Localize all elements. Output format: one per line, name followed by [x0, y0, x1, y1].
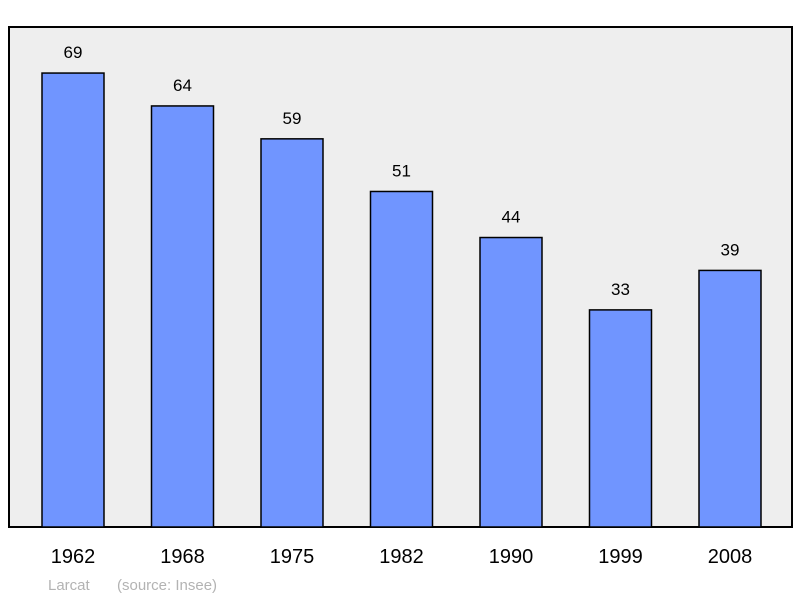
- x-tick-label-1962: 1962: [51, 546, 96, 568]
- bar-2008: [698, 269, 762, 528]
- bar-1975: [260, 138, 324, 528]
- bar-1990: [479, 236, 543, 528]
- value-labels-group: 69 64 59 51 44 33 39: [64, 43, 740, 299]
- x-tick-label-1982: 1982: [379, 546, 424, 568]
- value-label-1990: 44: [502, 208, 521, 227]
- value-label-2008: 39: [721, 240, 740, 259]
- x-tick-label-1999: 1999: [598, 546, 643, 568]
- x-tick-labels-group: 1962 1968 1975 1982 1990 1999 2008: [51, 546, 753, 568]
- x-tick-label-2008: 2008: [708, 546, 753, 568]
- bars-group: [41, 72, 762, 528]
- bar-1968: [150, 105, 215, 528]
- bar-1982: [369, 190, 434, 528]
- value-label-1999: 33: [611, 280, 630, 299]
- caption-place: Larcat: [48, 577, 91, 594]
- bar-1999: [588, 309, 653, 528]
- caption-source: (source: Insee): [117, 577, 217, 594]
- value-label-1975: 59: [283, 109, 302, 128]
- x-tick-label-1975: 1975: [270, 546, 315, 568]
- x-tick-label-1990: 1990: [489, 546, 534, 568]
- x-tick-label-1968: 1968: [160, 546, 205, 568]
- bar-1962: [41, 72, 105, 528]
- value-label-1962: 69: [64, 43, 83, 62]
- value-label-1968: 64: [173, 76, 192, 95]
- value-label-1982: 51: [392, 161, 411, 180]
